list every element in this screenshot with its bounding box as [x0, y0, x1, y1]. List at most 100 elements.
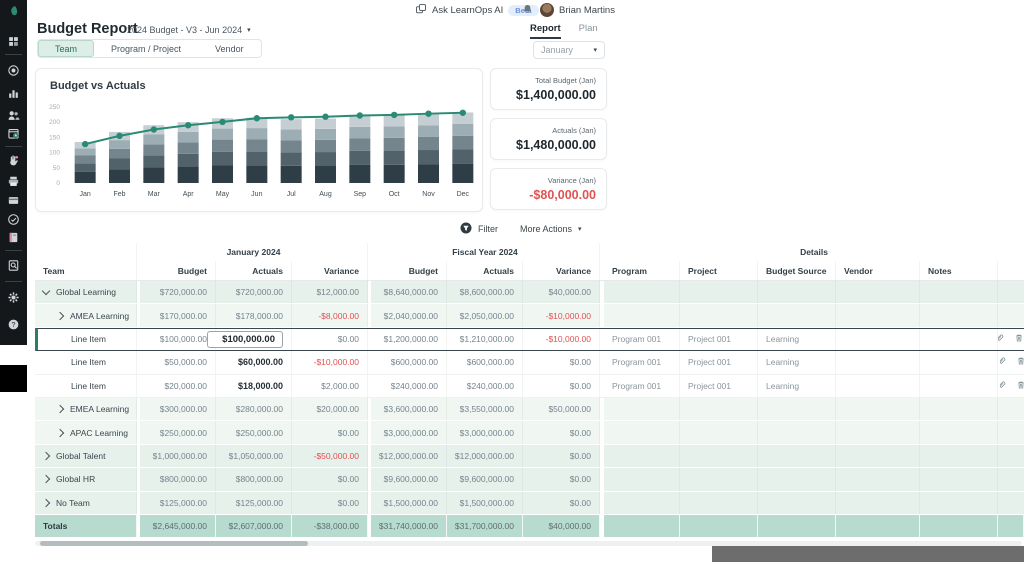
calendar-clock-icon[interactable]: [7, 127, 20, 140]
help-icon[interactable]: ?: [7, 318, 20, 331]
view-tab-plan[interactable]: Plan: [578, 23, 598, 34]
chevron-right-icon: [41, 451, 51, 461]
svg-text:Jun: Jun: [251, 191, 262, 198]
dashboard-grid-icon[interactable]: [7, 35, 20, 48]
details-vendor-cell[interactable]: [836, 351, 920, 374]
fy-variance-cell: $0.00: [523, 351, 600, 374]
horizontal-scrollbar[interactable]: [35, 541, 1022, 546]
line-point-Jan: [81, 140, 89, 148]
users-icon[interactable]: [7, 109, 20, 122]
bar-Jun: [246, 117, 268, 183]
tab-program-project[interactable]: Program / Project: [111, 43, 182, 54]
fy-actuals-cell: $1,500,000.00: [447, 491, 523, 514]
team-cell[interactable]: No Team: [35, 491, 137, 514]
ask-ai-button[interactable]: Ask LearnOps AI Beta: [415, 3, 539, 18]
budget-vs-actuals-card: Budget vs Actuals 250 200 150 100 50 0 Jan Feb M…: [35, 68, 483, 212]
details-notes-cell[interactable]: [920, 374, 998, 397]
tab-team[interactable]: Team: [38, 40, 95, 57]
fy-actuals-cell: $1,210,000.00: [447, 328, 523, 351]
team-cell[interactable]: Global Talent: [35, 444, 137, 468]
notebook-icon[interactable]: [7, 231, 20, 244]
svg-text:Jan: Jan: [80, 191, 91, 198]
file-search-icon[interactable]: [7, 259, 20, 272]
fy-budget-cell: $1,500,000.00: [371, 491, 447, 514]
bar-chart-icon[interactable]: [7, 87, 20, 100]
credit-card-icon[interactable]: [7, 194, 20, 207]
team-cell[interactable]: AMEA Learning: [35, 304, 137, 327]
hand-icon[interactable]: [7, 154, 20, 167]
view-tab-report[interactable]: Report: [530, 23, 561, 39]
jan-budget-cell: $170,000.00: [140, 304, 216, 327]
group-header-details: Details: [800, 247, 828, 257]
fy-actuals-cell: $600,000.00: [447, 351, 523, 374]
details-notes-cell: [920, 491, 998, 514]
details-vendor-cell[interactable]: [836, 328, 920, 351]
fy-variance-cell: -$10,000.00: [523, 328, 600, 351]
jan-actuals-cell[interactable]: $100,000.00: [207, 328, 292, 351]
gear-icon[interactable]: [7, 291, 20, 304]
col-header-budget-source: Budget Source: [758, 261, 836, 280]
table-row-global-talent: Global Talent $1,000,000.00 $1,050,000.00-…: [35, 444, 1024, 469]
details-project-cell[interactable]: Project 001: [680, 351, 758, 374]
filter-button[interactable]: Filter: [460, 222, 498, 236]
jan-variance-cell: -$8,000.00: [292, 304, 368, 327]
details-program-cell: [604, 397, 680, 421]
scrollbar-thumb[interactable]: [40, 541, 308, 546]
details-budget-source-cell[interactable]: Learning: [758, 374, 836, 397]
target-icon[interactable]: [7, 64, 20, 77]
details-program-cell[interactable]: Program 001: [604, 351, 680, 374]
month-select[interactable]: January ▾: [533, 41, 605, 59]
jan-budget-cell: $100,000.00: [140, 328, 216, 351]
logo-icon[interactable]: [7, 5, 20, 18]
more-actions-button[interactable]: More Actions ▾: [520, 224, 582, 234]
details-notes-cell[interactable]: [920, 351, 998, 374]
details-notes-cell[interactable]: [920, 328, 998, 351]
jan-actuals-cell[interactable]: $60,000.00: [216, 351, 292, 374]
jan-actuals-cell[interactable]: $18,000.00: [216, 374, 292, 397]
paperclip-icon[interactable]: [997, 380, 1007, 392]
budget-version-dropdown[interactable]: 2024 Budget - V3 - Jun 2024 ▾: [127, 25, 251, 35]
printer-icon[interactable]: [7, 175, 20, 188]
details-budget-source-cell[interactable]: Learning: [758, 351, 836, 374]
trash-icon[interactable]: [1014, 333, 1024, 345]
paperclip-icon[interactable]: [997, 356, 1007, 368]
details-project-cell[interactable]: Project 001: [680, 374, 758, 397]
details-budget-source-cell[interactable]: Learning: [758, 328, 836, 351]
details-vendor-cell[interactable]: [836, 374, 920, 397]
group-header-row: January 2024 Fiscal Year 2024 Details: [35, 243, 1024, 261]
details-program-cell[interactable]: Program 001: [604, 374, 680, 397]
table-row-line-item: Line Item $100,000.00 $100,000.00 $0.00 $1,2…: [35, 327, 1024, 352]
table-row-global-hr: Global HR $800,000.00 $800,000.00 $0.00 $9,6…: [35, 468, 1024, 492]
team-cell[interactable]: Global HR: [35, 468, 137, 491]
team-label: Global HR: [56, 474, 96, 485]
jan-budget-cell: $20,000.00: [140, 374, 216, 397]
paperclip-icon[interactable]: [995, 333, 1005, 345]
line-point-Apr: [184, 122, 192, 129]
actuals-edit-box[interactable]: $100,000.00: [207, 330, 283, 348]
notifications-button[interactable]: [522, 3, 533, 18]
team-cell[interactable]: EMEA Learning: [35, 397, 137, 421]
details-project-cell: [680, 421, 758, 444]
team-label: EMEA Learning: [70, 404, 130, 415]
trash-icon[interactable]: [1016, 356, 1024, 368]
bar-Sep: [349, 116, 371, 183]
jan-variance-cell: $0.00: [292, 468, 368, 491]
details-program-cell[interactable]: Program 001: [604, 328, 680, 351]
jan-variance-cell: $20,000.00: [292, 397, 368, 421]
row-actions-cell: [998, 304, 1024, 327]
fy-actuals-cell: $9,600,000.00: [447, 468, 523, 491]
trash-icon[interactable]: [1016, 380, 1024, 392]
tab-vendor[interactable]: Vendor: [215, 43, 244, 54]
col-header-jan-budget: Budget: [140, 261, 216, 280]
check-circle-icon[interactable]: [7, 213, 20, 226]
jan-actuals-cell: $720,000.00: [216, 281, 292, 304]
jan-variance-cell: $0.00: [292, 328, 368, 351]
col-header-notes: Notes: [920, 261, 998, 280]
details-notes-cell: [920, 421, 998, 444]
jan-variance-cell: -$10,000.00: [292, 351, 368, 374]
team-cell[interactable]: Global Learning: [35, 281, 137, 304]
team-cell[interactable]: APAC Learning: [35, 421, 137, 444]
summary-card-label: Variance (Jan): [547, 176, 596, 185]
user-menu[interactable]: Brian Martins: [540, 3, 615, 17]
details-project-cell[interactable]: Project 001: [680, 328, 758, 351]
